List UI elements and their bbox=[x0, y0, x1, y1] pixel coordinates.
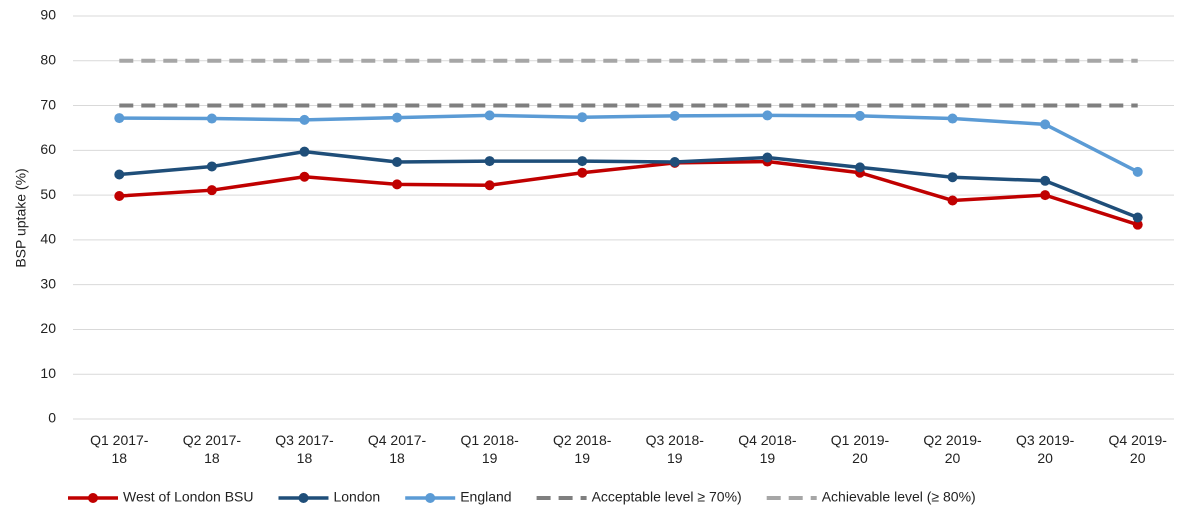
data-point bbox=[947, 113, 958, 124]
data-point bbox=[1040, 175, 1051, 186]
x-tick-label: Q2 2019-20 bbox=[923, 432, 982, 466]
data-point bbox=[206, 113, 217, 124]
x-tick-label: Q2 2018-19 bbox=[553, 432, 612, 466]
y-tick-label: 60 bbox=[40, 141, 56, 157]
x-tick-label: Q1 2019-20 bbox=[830, 432, 890, 466]
data-point bbox=[206, 185, 217, 196]
data-point bbox=[1040, 190, 1051, 201]
legend-marker bbox=[298, 493, 309, 503]
data-point bbox=[484, 156, 495, 167]
data-point bbox=[762, 152, 773, 163]
data-point bbox=[299, 146, 310, 157]
legend-label: London bbox=[333, 489, 380, 505]
y-axis-label: BSP uptake (%) bbox=[13, 168, 29, 267]
y-tick-label: 0 bbox=[48, 410, 56, 426]
legend-label: England bbox=[460, 489, 511, 505]
data-point bbox=[854, 162, 865, 173]
y-tick-label: 50 bbox=[40, 186, 56, 202]
data-point bbox=[392, 156, 403, 167]
legend-marker bbox=[425, 493, 436, 503]
data-point bbox=[669, 156, 680, 167]
data-point bbox=[484, 110, 495, 121]
data-point bbox=[484, 180, 495, 191]
data-point bbox=[392, 179, 403, 190]
series-line bbox=[119, 159, 1139, 227]
data-point bbox=[947, 195, 958, 206]
y-tick-label: 40 bbox=[40, 231, 56, 247]
data-point bbox=[114, 113, 125, 124]
data-point bbox=[762, 110, 773, 121]
x-tick-label: Q1 2017-18 bbox=[90, 432, 149, 466]
y-tick-label: 90 bbox=[40, 7, 56, 23]
data-point bbox=[1040, 119, 1051, 130]
data-point bbox=[299, 114, 310, 125]
x-tick-label: Q2 2017-18 bbox=[182, 432, 242, 466]
data-point bbox=[854, 110, 865, 121]
data-point bbox=[577, 167, 588, 178]
data-point bbox=[947, 172, 958, 183]
legend-label: Acceptable level ≥ 70%) bbox=[592, 489, 742, 505]
y-tick-label: 30 bbox=[40, 275, 56, 291]
data-point bbox=[1132, 212, 1143, 223]
data-point bbox=[1132, 219, 1143, 230]
data-point bbox=[577, 112, 588, 123]
y-tick-label: 10 bbox=[40, 365, 56, 381]
legend-label: West of London BSU bbox=[123, 489, 253, 505]
data-point bbox=[577, 156, 588, 167]
data-point bbox=[669, 110, 680, 121]
legend-marker bbox=[88, 493, 98, 503]
data-point bbox=[299, 171, 310, 182]
x-tick-label: Q1 2018-19 bbox=[460, 432, 519, 466]
data-point bbox=[114, 191, 125, 202]
legend-label: Achievable level (≥ 80%) bbox=[822, 489, 976, 505]
series-line bbox=[119, 149, 1139, 220]
x-tick-label: Q4 2017-18 bbox=[367, 432, 427, 466]
x-tick-label: Q4 2018-19 bbox=[738, 432, 797, 466]
x-tick-label: Q3 2017-18 bbox=[275, 432, 334, 466]
y-tick-label: 20 bbox=[40, 320, 56, 336]
y-tick-label: 80 bbox=[40, 51, 56, 67]
x-tick-label: Q3 2018-19 bbox=[645, 432, 704, 466]
y-tick-label: 70 bbox=[40, 96, 56, 112]
x-tick-label: Q3 2019-20 bbox=[1015, 432, 1075, 466]
data-point bbox=[1132, 166, 1143, 177]
x-tick-label: Q4 2019-20 bbox=[1108, 432, 1167, 466]
data-point bbox=[206, 161, 217, 172]
data-point bbox=[114, 169, 125, 180]
series-line bbox=[119, 113, 1139, 174]
data-point bbox=[392, 112, 403, 123]
